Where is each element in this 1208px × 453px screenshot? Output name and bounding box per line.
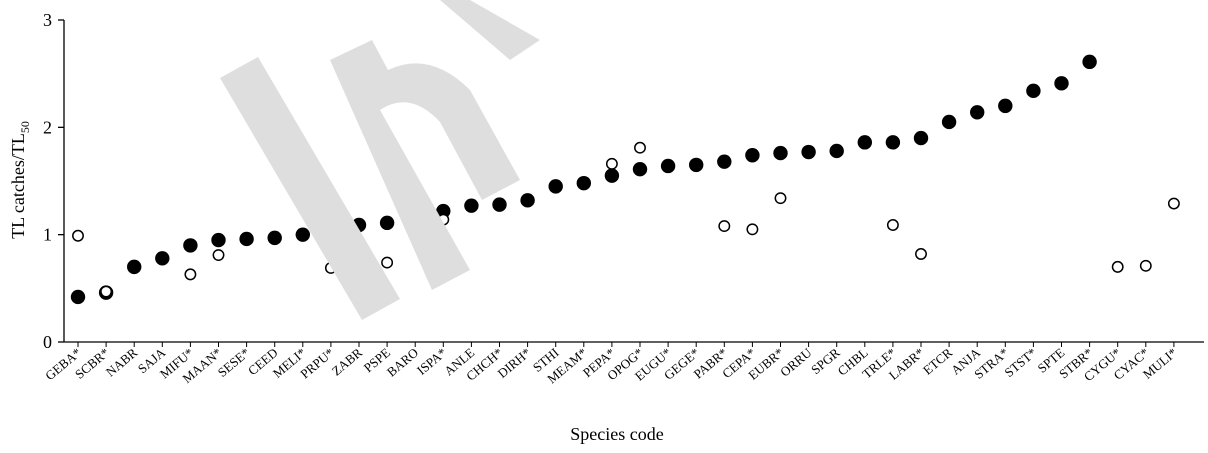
filled-point xyxy=(548,179,563,194)
y-axis-title-main: TL catches/TL xyxy=(8,133,28,239)
open-point xyxy=(381,256,394,269)
filled-point xyxy=(127,259,142,275)
filled-point xyxy=(408,212,423,227)
open-point xyxy=(915,248,927,260)
filled-point xyxy=(632,161,648,177)
open-point xyxy=(212,249,225,262)
y-tick-label: 0 xyxy=(43,332,52,352)
open-point xyxy=(324,261,337,274)
y-axis-ticks: 0 1 2 3 xyxy=(43,10,64,352)
open-point xyxy=(774,192,787,205)
filled-point xyxy=(745,148,760,163)
y-tick-label: 3 xyxy=(43,10,52,30)
filled-point xyxy=(464,198,479,213)
filled-point xyxy=(323,223,339,238)
data-points xyxy=(70,54,1180,305)
open-point xyxy=(493,163,506,176)
filled-point xyxy=(604,168,620,183)
filled-point xyxy=(773,145,788,161)
x-axis-title: Species code xyxy=(570,424,663,444)
y-tick-label: 1 xyxy=(43,225,52,245)
open-point xyxy=(1167,197,1180,210)
filled-point xyxy=(717,154,732,169)
filled-point xyxy=(267,230,282,246)
filled-point xyxy=(155,251,170,266)
x-tick-label: BARO xyxy=(384,345,421,380)
x-tick-label: ZABR xyxy=(329,345,365,379)
y-axis-title: TL catches/TL50 xyxy=(8,121,32,239)
filled-point xyxy=(970,105,985,120)
open-point xyxy=(437,213,450,226)
filled-point xyxy=(576,175,591,191)
filled-point xyxy=(1082,54,1097,70)
filled-point xyxy=(351,217,367,233)
open-point xyxy=(1111,260,1124,273)
x-axis-ticks: GEBA*SCBR*NABRSAJAMIFU*MAAN*SESE*CEEDMEL… xyxy=(42,342,1180,386)
x-tick-label: SESE* xyxy=(215,345,253,380)
open-point xyxy=(718,220,731,233)
filled-point xyxy=(801,144,816,160)
x-tick-label: NABR xyxy=(103,345,141,380)
filled-point xyxy=(295,227,310,242)
open-point xyxy=(746,223,759,236)
open-point xyxy=(634,141,646,154)
x-tick-label: ISPA* xyxy=(414,345,449,378)
filled-point xyxy=(492,197,507,212)
y-axis-title-subscript: 50 xyxy=(18,121,32,133)
filled-point xyxy=(239,231,254,247)
filled-point xyxy=(857,135,872,150)
x-tick-label: ETCR xyxy=(920,345,955,378)
x-tick-label: DIRH* xyxy=(495,345,534,381)
filled-point xyxy=(941,114,957,130)
x-tick-label: ORRU xyxy=(777,344,815,379)
filled-point xyxy=(70,289,86,305)
y-tick-label: 2 xyxy=(43,117,52,137)
axes xyxy=(63,20,1204,343)
filled-point xyxy=(1026,83,1041,99)
open-point xyxy=(1139,259,1152,272)
filled-point xyxy=(913,130,929,146)
filled-point xyxy=(1054,76,1069,91)
filled-point xyxy=(689,157,704,173)
filled-point xyxy=(520,193,535,208)
filled-point xyxy=(211,232,226,248)
filled-point xyxy=(885,135,901,150)
open-point xyxy=(100,285,113,298)
open-point xyxy=(353,255,365,268)
filled-point xyxy=(183,238,198,253)
open-point xyxy=(605,157,618,170)
open-point xyxy=(886,219,899,231)
open-point xyxy=(184,268,197,281)
x-tick-label: STST* xyxy=(1001,345,1039,380)
filled-point xyxy=(379,215,395,231)
open-point xyxy=(72,229,84,242)
filled-point xyxy=(660,158,676,174)
filled-point xyxy=(829,143,844,159)
filled-point xyxy=(998,98,1013,114)
